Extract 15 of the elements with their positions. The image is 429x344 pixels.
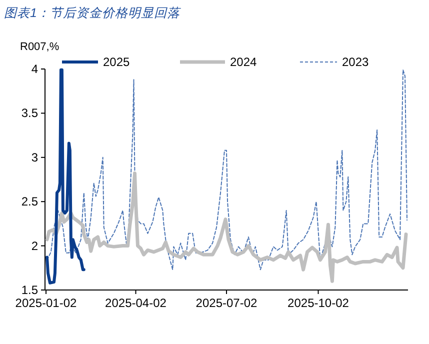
x-tick-label: 2025-04-02 (105, 296, 167, 310)
y-tick-label: 3 (31, 150, 38, 164)
x-tick-label: 2025-01-02 (15, 296, 78, 310)
y-tick-label: 4 (31, 62, 38, 76)
y-tick-label: 3.5 (21, 106, 38, 120)
legend-label: 2023 (342, 55, 370, 69)
legend-label: 2024 (230, 55, 258, 69)
x-tick-label: 2025-07-02 (196, 296, 258, 310)
x-tick-label: 2025-10-02 (288, 296, 350, 310)
chart-title: 图表1：节后资金价格明显回落 (4, 6, 181, 20)
y-tick-label: 2 (31, 238, 38, 253)
legend-label: 2025 (103, 55, 130, 69)
y-tick-label: 1.5 (21, 283, 38, 297)
y-axis-title: R007,% (20, 41, 60, 53)
y-tick-label: 2.5 (21, 194, 38, 209)
